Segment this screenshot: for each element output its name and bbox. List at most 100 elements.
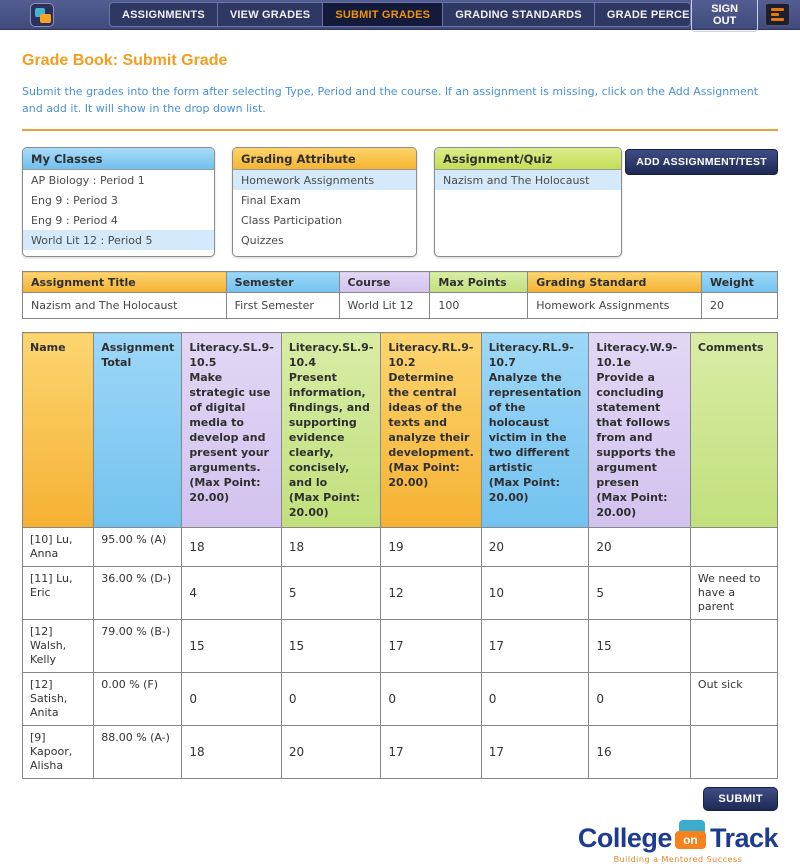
grading-standard-value: Homework Assignments bbox=[527, 292, 702, 319]
student-row: [10] Lu, Anna 95.00 % (A) 18 18 19 20 20 bbox=[21, 527, 779, 567]
score-cell[interactable]: 15 bbox=[588, 619, 691, 673]
score-cell[interactable]: 15 bbox=[280, 619, 382, 673]
college-on-track-logo: College on Track Building a Mentored Suc… bbox=[577, 819, 779, 864]
student-row: [12] Walsh, Kelly 79.00 % (B-) 15 15 17 … bbox=[21, 619, 779, 673]
selection-panels: My Classes AP Biology : Period 1 Eng 9 :… bbox=[22, 147, 778, 257]
student-name: [11] Lu, Eric bbox=[21, 566, 95, 620]
col-semester: Semester bbox=[225, 271, 340, 293]
score-cell[interactable]: 18 bbox=[280, 527, 382, 567]
score-cell[interactable]: 18 bbox=[181, 725, 282, 779]
class-item[interactable]: AP Biology : Period 1 bbox=[31, 174, 145, 187]
standard-description: Provide a concluding statement that foll… bbox=[596, 371, 676, 489]
col-standard-4: Literacy.RL.9-10.7 Analyze the represent… bbox=[480, 332, 590, 528]
grading-attribute-item[interactable]: Class Participation bbox=[241, 214, 343, 227]
menu-bar-icon bbox=[771, 18, 784, 21]
submit-button[interactable]: SUBMIT bbox=[703, 787, 778, 811]
score-cell[interactable]: 17 bbox=[480, 725, 590, 779]
menu-bar-icon bbox=[771, 13, 779, 16]
score-cell[interactable]: 5 bbox=[280, 566, 382, 620]
col-assignment-title: Assignment Title bbox=[22, 271, 227, 293]
assignment-quiz-header: Assignment/Quiz bbox=[435, 148, 621, 170]
score-cell[interactable]: 0 bbox=[380, 672, 482, 726]
score-cell[interactable]: 19 bbox=[380, 527, 482, 567]
score-cell[interactable]: 17 bbox=[380, 619, 482, 673]
col-standard-5: Literacy.W.9-10.1e Provide a concluding … bbox=[588, 332, 691, 528]
logo-word-college: College bbox=[577, 823, 673, 853]
student-row: [11] Lu, Eric 36.00 % (D-) 4 5 12 10 5 W… bbox=[21, 566, 779, 620]
logo-on-bubble-icon: on bbox=[674, 830, 706, 849]
student-row: [9] Kapoor, Alisha 88.00 % (A-) 18 20 17… bbox=[21, 725, 779, 779]
grading-attribute-item-selected[interactable]: Homework Assignments bbox=[233, 170, 416, 190]
menu-bar-icon bbox=[771, 8, 784, 11]
grades-header-row: Name Assignment Total Literacy.SL.9-10.5… bbox=[21, 332, 779, 528]
score-cell[interactable]: 18 bbox=[181, 527, 282, 567]
menu-icon[interactable] bbox=[765, 3, 790, 26]
nav-assignments[interactable]: ASSIGNMENTS bbox=[110, 3, 218, 26]
score-cell[interactable]: 15 bbox=[181, 619, 282, 673]
grading-attribute-item[interactable]: Final Exam bbox=[241, 194, 301, 207]
assignment-quiz-item-selected[interactable]: Nazism and The Holocaust bbox=[435, 170, 621, 190]
standard-code: Literacy.W.9-10.1e bbox=[596, 341, 678, 369]
semester-value: First Semester bbox=[225, 292, 340, 319]
score-cell[interactable]: 17 bbox=[380, 725, 482, 779]
score-cell[interactable]: 0 bbox=[280, 672, 382, 726]
standard-description: Determine the central ideas of the texts… bbox=[388, 371, 474, 459]
score-cell[interactable]: 0 bbox=[480, 672, 590, 726]
nav-grading-standards[interactable]: GRADING STANDARDS bbox=[443, 3, 595, 26]
col-comments: Comments bbox=[689, 332, 779, 528]
max-points-value: 100 bbox=[429, 292, 529, 319]
score-cell[interactable]: 20 bbox=[280, 725, 382, 779]
my-classes-panel: My Classes AP Biology : Period 1 Eng 9 :… bbox=[22, 147, 215, 257]
comment-cell[interactable]: Out sick bbox=[689, 672, 779, 726]
standard-code: Literacy.SL.9-10.4 bbox=[288, 341, 374, 369]
score-cell[interactable]: 0 bbox=[181, 672, 282, 726]
sign-out-button[interactable]: SIGN OUT bbox=[691, 0, 758, 32]
grading-attribute-item[interactable]: Quizzes bbox=[241, 234, 284, 247]
standard-max-point: (Max Point: 20.00) bbox=[189, 476, 261, 504]
standard-max-point: (Max Point: 20.00) bbox=[488, 476, 560, 504]
grading-attribute-panel: Grading Attribute Homework Assignments F… bbox=[232, 147, 417, 257]
student-name: [12] Satish, Anita bbox=[21, 672, 95, 726]
score-cell[interactable]: 5 bbox=[588, 566, 691, 620]
divider bbox=[22, 129, 778, 131]
top-navbar: ASSIGNMENTS VIEW GRADES SUBMIT GRADES GR… bbox=[0, 0, 800, 32]
student-row: [12] Satish, Anita 0.00 % (F) 0 0 0 0 0 … bbox=[21, 672, 779, 726]
score-cell[interactable]: 20 bbox=[480, 527, 590, 567]
app-logo-icon[interactable] bbox=[30, 2, 54, 27]
nav-view-grades[interactable]: VIEW GRADES bbox=[218, 3, 324, 26]
page-content: Grade Book: Submit Grade Submit the grad… bbox=[0, 52, 800, 864]
assignment-total: 95.00 % (A) bbox=[93, 527, 183, 567]
course-value: World Lit 12 bbox=[338, 292, 431, 319]
score-cell[interactable]: 0 bbox=[588, 672, 691, 726]
score-cell[interactable]: 12 bbox=[380, 566, 482, 620]
comment-cell[interactable] bbox=[689, 619, 779, 673]
score-cell[interactable]: 4 bbox=[181, 566, 282, 620]
score-cell[interactable]: 10 bbox=[480, 566, 590, 620]
standard-description: Present information, findings, and suppo… bbox=[288, 371, 370, 489]
my-classes-header: My Classes bbox=[23, 148, 214, 170]
assignment-total: 88.00 % (A-) bbox=[93, 725, 183, 779]
footer: College on Track Building a Mentored Suc… bbox=[22, 819, 779, 864]
class-item[interactable]: Eng 9 : Period 3 bbox=[31, 194, 118, 207]
grades-table: Name Assignment Total Literacy.SL.9-10.5… bbox=[21, 332, 779, 779]
grading-attribute-header: Grading Attribute bbox=[233, 148, 416, 170]
col-weight: Weight bbox=[700, 271, 779, 293]
score-cell[interactable]: 16 bbox=[588, 725, 691, 779]
nav-grade-percentage[interactable]: GRADE PERCENTAGE bbox=[606, 9, 690, 21]
class-item-selected[interactable]: World Lit 12 : Period 5 bbox=[23, 230, 214, 250]
standard-code: Literacy.RL.9-10.7 bbox=[488, 341, 574, 369]
class-item[interactable]: Eng 9 : Period 4 bbox=[31, 214, 118, 227]
nav-submit-grades[interactable]: SUBMIT GRADES bbox=[323, 3, 444, 26]
standard-description: Analyze the representation of the holoca… bbox=[488, 371, 582, 474]
score-cell[interactable]: 20 bbox=[588, 527, 691, 567]
score-cell[interactable]: 17 bbox=[480, 619, 590, 673]
logo-tagline: Building a Mentored Success bbox=[613, 855, 743, 864]
col-standard-3: Literacy.RL.9-10.2 Determine the central… bbox=[380, 332, 482, 528]
comment-cell[interactable] bbox=[689, 725, 779, 779]
comment-cell[interactable] bbox=[689, 527, 779, 567]
assignment-total: 79.00 % (B-) bbox=[93, 619, 183, 673]
assignment-details-table: Assignment Title Semester Course Max Poi… bbox=[22, 271, 779, 319]
assignment-total: 0.00 % (F) bbox=[93, 672, 183, 726]
add-assignment-test-button[interactable]: ADD ASSIGNMENT/TEST bbox=[625, 149, 778, 175]
comment-cell[interactable]: We need to have a parent bbox=[689, 566, 779, 620]
